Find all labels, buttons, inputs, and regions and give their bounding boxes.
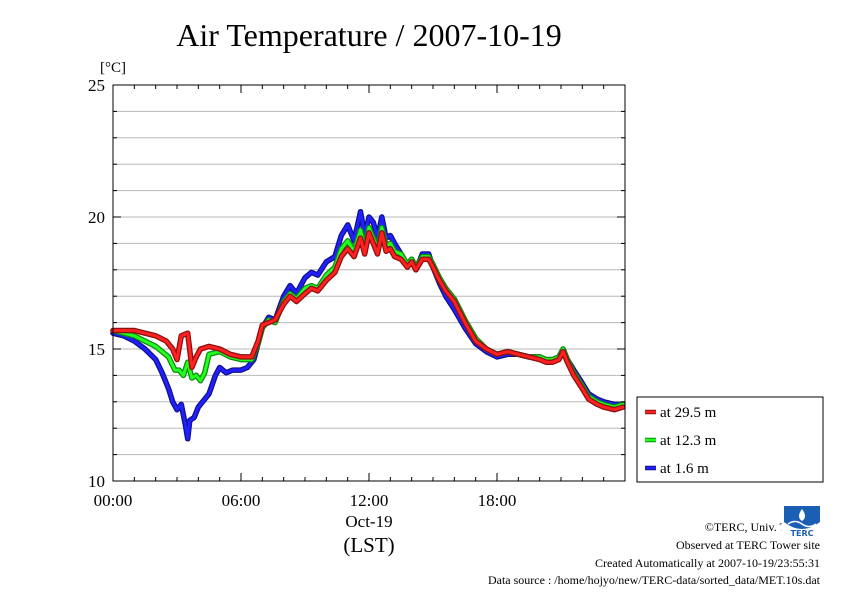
wave-icon: [787, 520, 817, 528]
terc-logo: TERC: [782, 502, 822, 538]
grid-lines: [113, 110, 625, 456]
legend-label: at 1.6 m: [660, 461, 709, 477]
legend-box: [636, 396, 824, 483]
created-timestamp-text: Created Automatically at 2007-10-19/23:5…: [595, 556, 820, 570]
x-tick-label: 06:00: [222, 491, 261, 510]
water-drop-icon: [799, 509, 805, 521]
series-at-12-3-m: [110, 224, 626, 410]
y-tick-label: 10: [88, 472, 105, 491]
series-line-halo: [110, 230, 626, 413]
y-tick-label: 20: [88, 208, 105, 227]
series-line: [111, 231, 625, 412]
series-line-halo: [110, 224, 626, 410]
terc-logo-text: TERC: [791, 529, 814, 538]
x-tick-label: 18:00: [478, 491, 517, 510]
y-axis-unit-label: [°C]: [100, 60, 126, 76]
y-tick-label: 25: [88, 76, 105, 95]
series-line: [111, 226, 625, 409]
legend: at 29.5 m at 12.3 m at 1.6 m: [636, 396, 824, 483]
axis-ticks: [112, 84, 626, 482]
y-tick-labels: 10 15 20 25: [88, 76, 105, 491]
legend-label: at 29.5 m: [660, 405, 717, 421]
observed-site-text: Observed at TERC Tower site: [675, 538, 820, 552]
series-layer: [110, 208, 626, 442]
y-tick-label: 15: [88, 340, 105, 359]
series-at-29-5-m: [110, 230, 626, 413]
x-tick-labels: 00:00 06:00 12:00 18:00: [94, 491, 517, 510]
x-tick-label: 00:00: [94, 491, 133, 510]
x-axis-date-label: Oct-19: [345, 512, 392, 531]
chart-title: Air Temperature / 2007-10-19: [176, 17, 562, 53]
x-tick-label: 12:00: [350, 491, 389, 510]
legend-label: at 12.3 m: [660, 433, 717, 449]
x-axis-unit-label: (LST): [343, 533, 394, 557]
data-source-text: Data source : /home/hojyo/new/TERC-data/…: [487, 573, 820, 587]
